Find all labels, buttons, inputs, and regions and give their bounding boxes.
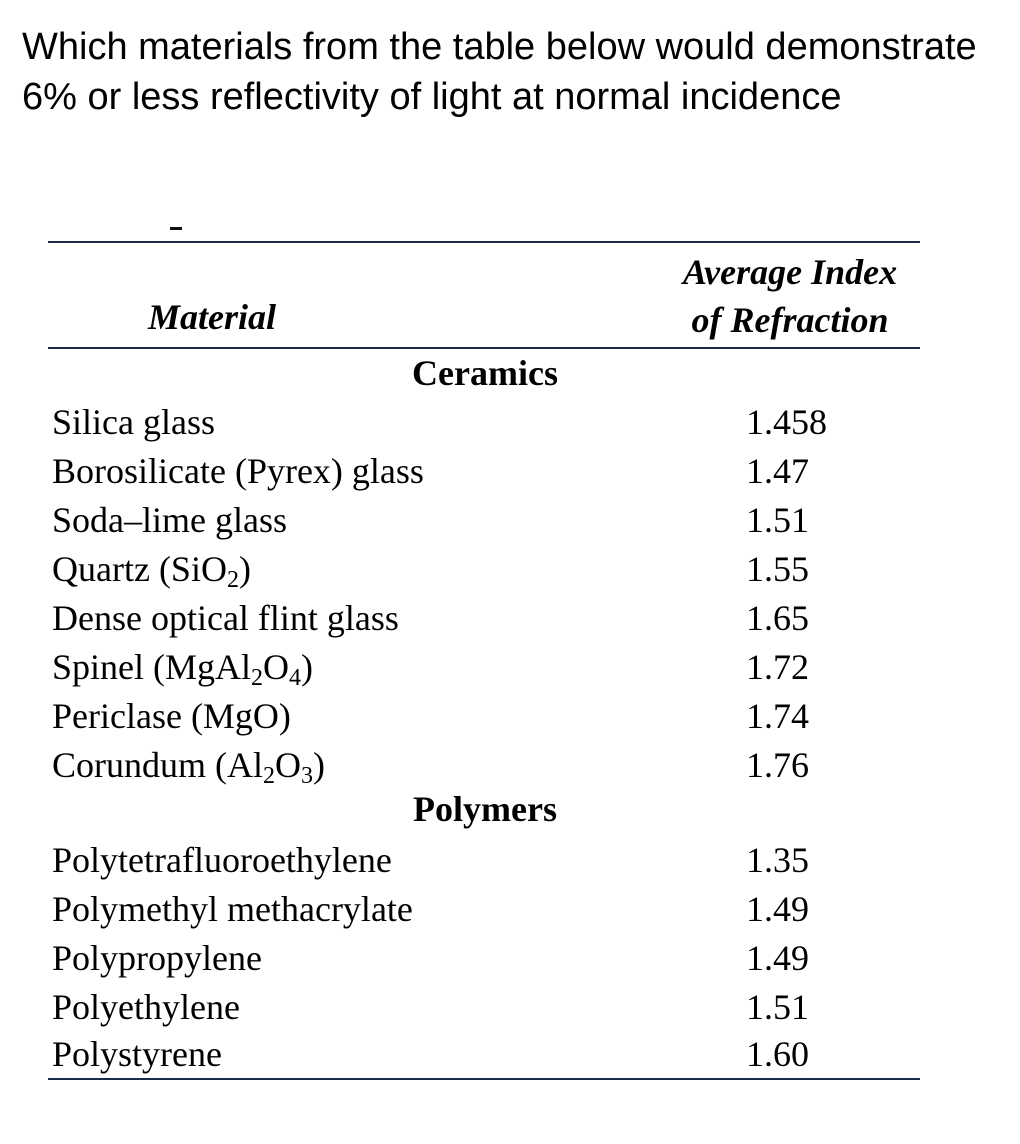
material-cell: Quartz (SiO2) xyxy=(52,549,251,593)
table-row: Soda–lime glass 1.51 xyxy=(52,496,852,544)
index-cell: 1.65 xyxy=(746,598,809,638)
table-row: Silica glass 1.458 xyxy=(52,398,852,446)
header-bottom-rule xyxy=(48,347,920,349)
index-cell: 1.55 xyxy=(746,549,809,589)
material-cell: Spinel (MgAl2O4) xyxy=(52,647,314,691)
table-row: Spinel (MgAl2O4) 1.72 xyxy=(52,643,852,691)
index-cell: 1.60 xyxy=(746,1034,809,1074)
table-row: Polyethylene 1.51 xyxy=(52,983,852,1031)
material-cell: Periclase (MgO) xyxy=(52,696,291,736)
material-cell: Polypropylene xyxy=(52,938,262,978)
index-cell: 1.72 xyxy=(746,647,809,687)
material-cell: Borosilicate (Pyrex) glass xyxy=(52,451,424,491)
table-row: Polypropylene 1.49 xyxy=(52,934,852,982)
table-row: Polymethyl methacrylate 1.49 xyxy=(52,885,852,933)
material-cell: Polymethyl methacrylate xyxy=(52,889,413,929)
stray-mark xyxy=(170,227,182,230)
material-cell: Polytetrafluoroethylene xyxy=(52,840,392,880)
index-cell: 1.47 xyxy=(746,451,809,491)
header-index-line2: of Refraction xyxy=(691,300,889,340)
table-row: Polystyrene 1.60 xyxy=(52,1030,852,1078)
table-top-rule xyxy=(48,241,920,243)
table-row: Periclase (MgO) 1.74 xyxy=(52,692,852,740)
table-row: Dense optical flint glass 1.65 xyxy=(52,594,852,642)
material-cell: Soda–lime glass xyxy=(52,500,287,540)
material-cell: Silica glass xyxy=(52,402,215,442)
index-cell: 1.458 xyxy=(746,402,827,442)
header-material: Material xyxy=(148,297,277,337)
material-cell: Polystyrene xyxy=(52,1034,222,1074)
material-cell: Polyethylene xyxy=(52,987,240,1027)
table-row: Quartz (SiO2) 1.55 xyxy=(52,545,852,593)
table-bottom-rule xyxy=(48,1078,920,1080)
table-row: Polytetrafluoroethylene 1.35 xyxy=(52,836,852,884)
section-polymers: Polymers xyxy=(413,789,557,829)
index-cell: 1.35 xyxy=(746,840,809,880)
table-row: Borosilicate (Pyrex) glass 1.47 xyxy=(52,447,852,495)
table-row: Corundum (Al2O3) 1.76 xyxy=(52,741,852,789)
index-cell: 1.49 xyxy=(746,938,809,978)
material-cell: Corundum (Al2O3) xyxy=(52,745,325,789)
index-cell: 1.51 xyxy=(746,987,809,1027)
index-cell: 1.74 xyxy=(746,696,809,736)
index-cell: 1.49 xyxy=(746,889,809,929)
index-cell: 1.51 xyxy=(746,500,809,540)
index-cell: 1.76 xyxy=(746,745,809,785)
section-ceramics: Ceramics xyxy=(412,353,558,393)
header-index-line1: Average Index xyxy=(682,252,898,292)
material-cell: Dense optical flint glass xyxy=(52,598,399,638)
question-text: Which materials from the table below wou… xyxy=(22,26,977,118)
header-index: Average Index of Refraction xyxy=(650,248,930,344)
